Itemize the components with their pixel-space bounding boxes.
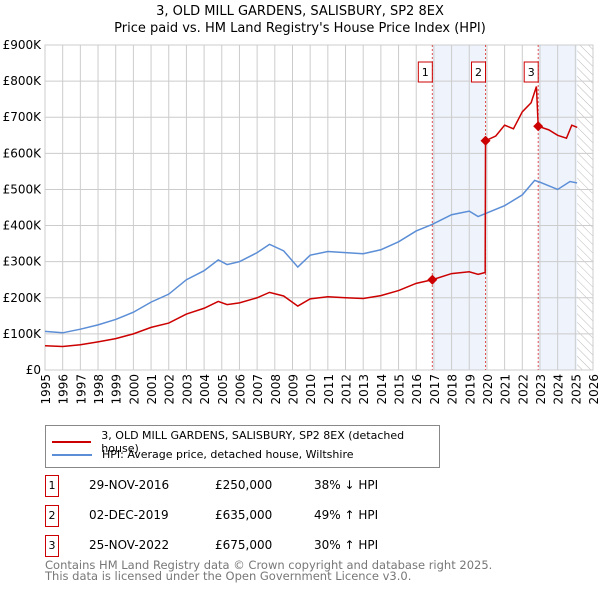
footer-line1: Contains HM Land Registry data © Crown c…	[45, 558, 493, 572]
x-tick-label: 2019	[463, 374, 477, 405]
sale-label: 3	[528, 66, 535, 79]
legend-blue-line	[52, 453, 92, 456]
x-tick-label: 2014	[375, 374, 389, 405]
plot-border	[44, 44, 594, 371]
sale-date: 02-DEC-2019	[89, 508, 169, 522]
x-tick-label: 2010	[304, 374, 318, 405]
x-tick-label: 2020	[481, 374, 495, 405]
chart-subtitle: Price paid vs. HM Land Registry's House …	[114, 21, 486, 36]
sale-hpi: 30% ↑ HPI	[314, 538, 379, 552]
x-tick-label: 2013	[357, 374, 371, 405]
y-tick-label: £100K	[3, 327, 43, 341]
x-tick-label: 2018	[446, 374, 460, 405]
sale-row: 2 02-DEC-2019 £635,000 49% ↑ HPI	[45, 505, 600, 527]
x-tick-label: 2003	[180, 374, 194, 405]
sale-label-box	[471, 61, 487, 83]
legend: 3, OLD MILL GARDENS, SALISBURY, SP2 8EX …	[45, 425, 440, 468]
x-tick-label: 2002	[163, 374, 177, 405]
sale-label-box	[523, 61, 539, 83]
x-tick-label: 2024	[552, 374, 566, 405]
series-line	[44, 86, 578, 348]
x-tick-label: 2004	[198, 374, 212, 405]
x-tick-label: 2009	[286, 374, 300, 405]
legend-label-property: 3, OLD MILL GARDENS, SALISBURY, SP2 8EX …	[101, 429, 405, 455]
x-tick-label: 2026	[587, 374, 600, 405]
sale-point	[533, 121, 544, 132]
x-tick-label: 2008	[269, 374, 283, 405]
x-tick-label: 2021	[499, 374, 513, 405]
forecast-hatch	[577, 45, 593, 370]
x-tick-label: 2011	[322, 374, 336, 405]
sale-price: £635,000	[215, 508, 273, 522]
y-tick-label: £800K	[3, 74, 43, 88]
shaded-range	[432, 45, 486, 370]
footer-line2: This data is licensed under the Open Gov…	[45, 569, 412, 583]
y-tick-label: £600K	[3, 146, 43, 160]
y-tick-label: £500K	[3, 182, 43, 196]
x-tick-label: 2017	[428, 374, 442, 405]
y-tick-label: £0	[26, 363, 41, 377]
x-tick-label: 2015	[393, 374, 407, 405]
y-tick-label: £700K	[3, 110, 43, 124]
sale-price: £675,000	[215, 538, 273, 552]
sale-label: 2	[475, 66, 482, 79]
legend-red-line	[52, 441, 92, 443]
sale-date: 25-NOV-2022	[89, 538, 170, 552]
x-tick-label: 2012	[340, 374, 354, 405]
sale-row: 1 29-NOV-2016 £250,000 38% ↓ HPI	[45, 475, 600, 497]
x-tick-label: 2001	[145, 374, 159, 405]
y-tick-label: £200K	[3, 291, 43, 305]
price-chart: 1995 1996 1997 1998 1999 2000 2001 2002 2003 2004…	[3, 38, 600, 405]
x-tick-label: 2023	[534, 374, 548, 405]
series-line	[44, 179, 578, 334]
sale-badge: 1	[45, 475, 59, 497]
x-tick-label: 2000	[127, 374, 141, 405]
sale-badge: 2	[45, 505, 59, 527]
sale-hpi: 38% ↓ HPI	[314, 478, 379, 492]
x-tick-label: 1997	[74, 374, 88, 405]
y-tick-label: £900K	[3, 38, 43, 52]
legend-label-hpi: HPI: Average price, detached house, Wilt…	[102, 448, 354, 461]
x-tick-label: 2006	[233, 374, 247, 405]
sale-hpi: 49% ↑ HPI	[314, 508, 379, 522]
footer: Contains HM Land Registry data © Crown c…	[45, 558, 493, 583]
x-tick-label: 2016	[410, 374, 424, 405]
x-tick-label: 1999	[110, 374, 124, 405]
x-tick-label: 1996	[57, 374, 71, 405]
sale-row: 3 25-NOV-2022 £675,000 30% ↑ HPI	[45, 535, 600, 557]
x-tick-label: 1998	[92, 374, 106, 405]
x-tick-label: 2022	[516, 374, 530, 405]
sale-price: £250,000	[215, 478, 273, 492]
sale-point	[480, 135, 491, 146]
sale-label-box	[417, 61, 433, 83]
sale-point	[427, 274, 438, 285]
sale-label: 1	[422, 66, 429, 79]
x-tick-label: 1995	[39, 374, 53, 405]
x-tick-label: 2025	[569, 374, 583, 405]
y-tick-label: £300K	[3, 255, 43, 269]
sale-date: 29-NOV-2016	[89, 478, 170, 492]
x-tick-label: 2007	[251, 374, 265, 405]
chart-title: 3, OLD MILL GARDENS, SALISBURY, SP2 8EX	[156, 4, 444, 19]
sale-badge: 3	[45, 535, 59, 557]
x-tick-label: 2005	[216, 374, 230, 405]
y-tick-label: £400K	[3, 219, 43, 233]
